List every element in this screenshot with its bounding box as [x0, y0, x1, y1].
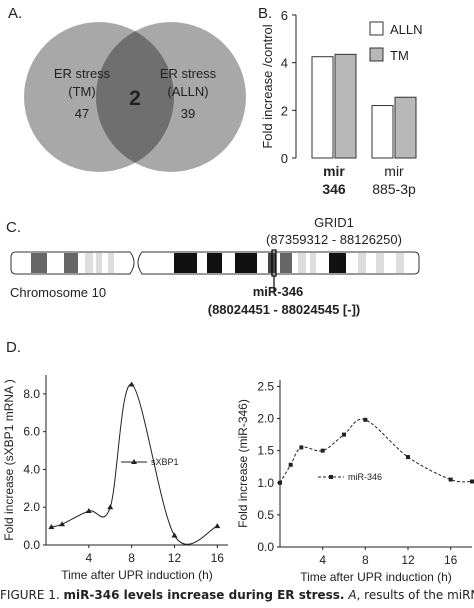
mir346-line-chart: 0.0 0.5 1.0 1.5 2.0 2.5 4 8 12 16 Time after UPR i…: [236, 379, 474, 584]
data-point: [214, 523, 221, 529]
x-tick-label: 16: [211, 551, 225, 565]
legend-marker: [329, 475, 333, 479]
venn-overlap-count: 2: [129, 87, 141, 110]
legend-label-alln: ALLN: [390, 22, 423, 37]
mirna-name: miR-346: [253, 284, 304, 299]
y-tick-label: 0.0: [257, 540, 274, 554]
mirna-range: (88024451 - 88024545 [-]): [208, 302, 361, 317]
caption-rest: , results of the miRNA: [356, 588, 474, 602]
data-point: [288, 462, 293, 467]
bar-chart: 0 2 4 6 Fold increase /control mir 346 mir 885-3…: [260, 8, 423, 197]
y-tick-label: 1.0: [257, 476, 274, 490]
y-tick-label: 0.0: [23, 538, 40, 552]
venn-right-count: 39: [181, 106, 195, 121]
data-point: [320, 448, 325, 453]
y-axis-label: Fold increase (miR-346): [236, 399, 250, 528]
x-tick-label: 4: [85, 551, 92, 565]
x-axis-label: Time after UPR induction (h): [300, 570, 452, 584]
data-point: [59, 521, 66, 527]
gene-range: (87359312 - 88126250): [266, 232, 402, 247]
y-tick-label: 0.5: [257, 508, 274, 522]
figure-caption: FIGURE 1. miR-346 levels increase during…: [0, 588, 474, 602]
bar-tm-1: [394, 96, 417, 159]
sxbp1-line-chart: 0.0 2.0 4.0 6.0 8.0 4 8 12 16 Time after UPR indu…: [2, 375, 228, 582]
caption-prefix: FIGURE 1.: [0, 588, 64, 602]
x-axis-label: Time after UPR induction (h): [61, 568, 213, 582]
data-point: [107, 504, 114, 510]
panel-label-a: A.: [8, 5, 22, 22]
legend-label-tm: TM: [390, 48, 409, 63]
chromosome-ideogram: [10, 251, 420, 275]
y-tick-label: 4.0: [23, 462, 40, 476]
bar-category-line1: mir: [323, 163, 345, 179]
y-tick-label: 2.0: [257, 412, 274, 426]
y-tick-label: 8.0: [23, 387, 40, 401]
y-tick-label: 2.0: [23, 500, 40, 514]
data-point: [85, 508, 92, 513]
series-line-sxbp1: [51, 383, 218, 545]
panel-label-d: D.: [6, 339, 21, 356]
y-axis-label: Fold increase (sXBP1 mRNA ): [2, 379, 16, 540]
panel-label-b: B.: [258, 5, 272, 22]
data-point: [406, 455, 410, 460]
venn-left-count: 47: [75, 106, 89, 121]
legend-marker: [131, 459, 137, 464]
venn-left-line1: ER stress: [54, 66, 111, 81]
bar-y-axis-label: Fold increase /control: [260, 24, 275, 148]
caption-title: miR-346 levels increase during ER stress…: [63, 588, 345, 602]
chromosome-name: Chromosome 10: [10, 285, 106, 300]
bar-category-line1: mir: [384, 163, 404, 179]
data-point: [278, 480, 282, 485]
bar-y-tick-label: 2: [281, 103, 288, 118]
gene-name: GRID1: [314, 215, 354, 230]
bar-y-tick-label: 0: [281, 151, 288, 166]
legend-swatch-tm: [369, 47, 384, 62]
data-point: [342, 432, 346, 437]
legend-swatch-alln: [369, 21, 384, 36]
venn-overlap-region: [96, 31, 175, 163]
venn-right-line2: (ALLN): [167, 84, 208, 99]
data-point: [48, 524, 55, 530]
caption-letter: A: [344, 588, 357, 602]
y-tick-label: 1.5: [257, 444, 274, 458]
x-tick-label: 8: [128, 551, 135, 565]
bar-alln-0: [311, 56, 334, 159]
x-tick-label: 16: [444, 553, 458, 567]
bar-category-line2: 885-3p: [372, 181, 416, 197]
panel-label-c: C.: [6, 219, 21, 236]
x-tick-label: 12: [401, 553, 415, 567]
y-tick-label: 6.0: [23, 425, 40, 439]
bar-alln-1: [371, 105, 394, 159]
data-point: [171, 532, 178, 538]
x-tick-label: 8: [362, 553, 369, 567]
venn-left-line2: (TM): [68, 84, 95, 99]
bar-y-tick-label: 4: [281, 56, 288, 71]
x-tick-label: 12: [168, 551, 182, 565]
data-point: [470, 479, 474, 484]
y-tick-label: 2.5: [257, 379, 274, 393]
bar-y-tick-label: 6: [281, 8, 288, 23]
venn-right-line1: ER stress: [160, 66, 217, 81]
legend-label: miR-346: [348, 472, 382, 482]
legend-label: sXBP1: [151, 457, 179, 467]
x-tick-label: 4: [319, 553, 326, 567]
data-point: [363, 417, 368, 422]
data-point: [299, 445, 304, 450]
bar-tm-0: [334, 53, 357, 159]
data-point: [448, 477, 453, 482]
bar-category-line2: 346: [322, 181, 346, 197]
data-point: [128, 381, 135, 387]
